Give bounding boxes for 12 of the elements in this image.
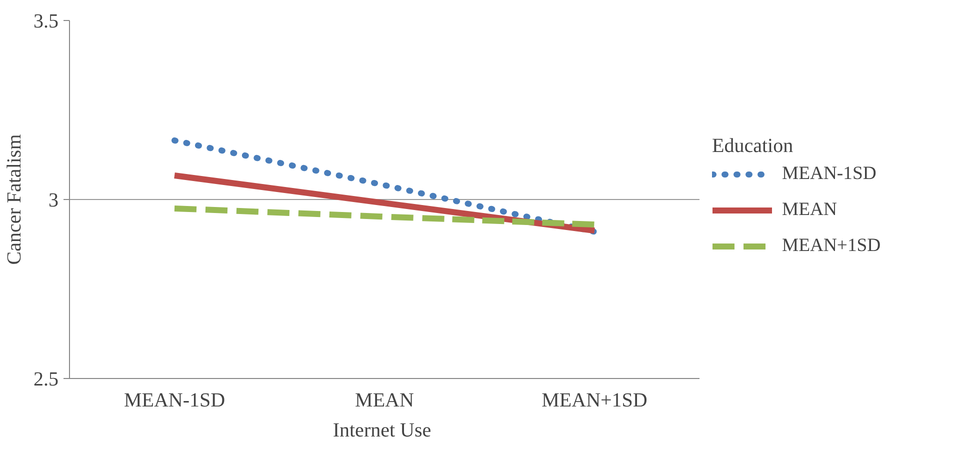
x-tick-label: MEAN xyxy=(355,390,414,412)
x-tick-label: MEAN-1SD xyxy=(124,390,226,412)
legend-label: MEAN-1SD xyxy=(782,163,876,185)
legend-label: MEAN xyxy=(782,199,837,221)
x-axis-title: Internet Use xyxy=(332,420,432,442)
y-tick-label: 3 xyxy=(48,190,58,212)
x-tick-label: MEAN+1SD xyxy=(542,390,648,412)
legend-title: Education xyxy=(712,135,794,158)
legend-label: MEAN+1SD xyxy=(782,235,881,257)
y-axis-title: Cancer Fatalism xyxy=(4,134,26,265)
y-tick-label: 3.5 xyxy=(34,10,58,32)
y-tick-label: 2.5 xyxy=(34,368,58,390)
